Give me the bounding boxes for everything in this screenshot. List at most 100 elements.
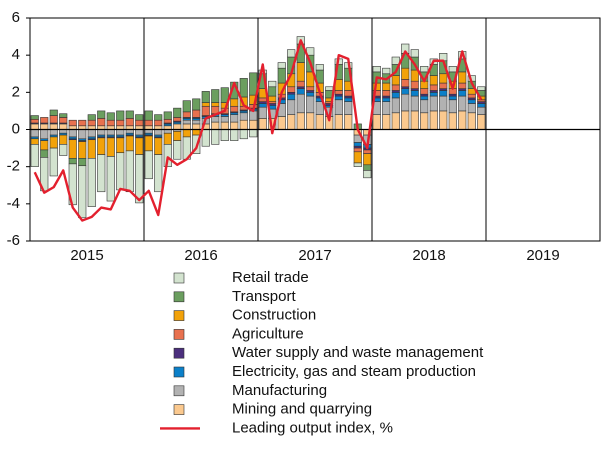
bar-segment bbox=[211, 102, 220, 107]
bar-segment bbox=[249, 119, 258, 130]
bar-segment bbox=[306, 95, 315, 114]
bar-segment bbox=[353, 147, 362, 153]
bar-segment bbox=[477, 106, 486, 115]
bar-segment bbox=[287, 86, 296, 93]
bar-segment bbox=[344, 101, 353, 115]
bar-segment bbox=[230, 98, 239, 107]
legend-label: Transport bbox=[232, 288, 296, 305]
bar-segment bbox=[211, 129, 220, 145]
bar-segment bbox=[391, 75, 400, 86]
bar-segment bbox=[220, 116, 229, 123]
bar-segment bbox=[391, 112, 400, 130]
bar-segment bbox=[97, 137, 106, 155]
bar-segment bbox=[163, 111, 172, 120]
bar-segment bbox=[173, 107, 182, 118]
bar-segment bbox=[30, 115, 39, 120]
bar-segment bbox=[125, 118, 134, 127]
bar-segment bbox=[410, 90, 419, 97]
bar-segment bbox=[201, 102, 210, 107]
bar-segment bbox=[401, 79, 410, 88]
bar-segment bbox=[239, 129, 248, 140]
bar-segment bbox=[391, 56, 400, 65]
bar-segment bbox=[315, 114, 324, 130]
bar-segment bbox=[49, 115, 58, 124]
bar-segment bbox=[125, 135, 134, 152]
bar-segment bbox=[49, 129, 58, 136]
bar-segment bbox=[296, 88, 305, 95]
bar-segment bbox=[467, 99, 476, 104]
y-tick-label: 0 bbox=[12, 120, 20, 137]
bar-segment bbox=[363, 164, 372, 171]
x-tick-label: 2018 bbox=[412, 247, 445, 264]
bar-segment bbox=[135, 154, 144, 204]
bar-segment bbox=[344, 90, 353, 97]
bar-segment bbox=[401, 93, 410, 112]
bar-segment bbox=[239, 78, 248, 98]
bar-segment bbox=[306, 92, 315, 97]
bar-segment bbox=[258, 118, 267, 130]
bar-segment bbox=[477, 103, 486, 108]
legend-label: Water supply and waste management bbox=[232, 344, 484, 361]
bar-segment bbox=[106, 119, 115, 127]
bar-segment bbox=[391, 84, 400, 91]
bar-segment bbox=[420, 112, 429, 130]
bar-segment bbox=[268, 95, 277, 102]
bar-segment bbox=[258, 97, 267, 102]
bar-segment bbox=[49, 147, 58, 177]
bar-segment bbox=[144, 110, 153, 121]
bar-segment bbox=[106, 129, 115, 136]
bar-segment bbox=[116, 119, 125, 127]
bar-segment bbox=[59, 134, 68, 145]
bar-segment bbox=[116, 129, 125, 136]
bar-segment bbox=[344, 114, 353, 130]
bar-segment bbox=[154, 114, 163, 121]
bar-segment bbox=[182, 111, 191, 118]
bar-segment bbox=[287, 49, 296, 58]
bar-segment bbox=[40, 140, 49, 151]
legend-label: Retail trade bbox=[232, 269, 309, 286]
bar-segment bbox=[49, 109, 58, 116]
bar-segment bbox=[182, 100, 191, 113]
bar-segment bbox=[448, 112, 457, 130]
bar-segment bbox=[458, 110, 467, 130]
bar-segment bbox=[68, 158, 77, 165]
bar-segment bbox=[239, 112, 248, 121]
bar-segment bbox=[163, 118, 172, 124]
bar-segment bbox=[382, 82, 391, 91]
legend: Retail trade Transport ConstructionAgricul… bbox=[160, 269, 484, 436]
bar-segment bbox=[59, 113, 68, 118]
legend-swatch bbox=[173, 385, 185, 397]
bar-segment bbox=[315, 64, 324, 71]
bar-segment bbox=[87, 129, 96, 138]
bar-segment bbox=[135, 137, 144, 155]
bar-segment bbox=[78, 141, 87, 159]
bar-segment bbox=[201, 129, 210, 147]
bar-segment bbox=[334, 90, 343, 95]
bar-segment bbox=[192, 129, 201, 136]
bar-segment bbox=[268, 80, 277, 88]
bar-segment bbox=[230, 129, 239, 141]
bar-segment bbox=[239, 119, 248, 130]
bar-segment bbox=[78, 129, 87, 140]
bar-segment bbox=[192, 123, 201, 130]
bar-segment bbox=[154, 154, 163, 193]
bar-segment bbox=[467, 103, 476, 114]
bar-segment bbox=[287, 99, 296, 115]
bar-segment bbox=[97, 110, 106, 119]
legend-swatch bbox=[173, 366, 185, 378]
bar-segment bbox=[401, 88, 410, 95]
bar-segment bbox=[230, 105, 239, 113]
plot-area: -6 -4 -2 0 2 4 6 2015 2016 2017 2018 2019 bbox=[7, 9, 601, 264]
legend-swatch bbox=[173, 310, 185, 321]
bar-segment bbox=[40, 123, 49, 130]
bar-segment bbox=[173, 140, 182, 160]
bar-segment bbox=[182, 119, 191, 125]
bar-segment bbox=[163, 132, 172, 145]
bar-segment bbox=[144, 150, 153, 180]
bar-segment bbox=[30, 123, 39, 130]
bar-segment bbox=[268, 86, 277, 97]
legend-swatch bbox=[173, 272, 185, 284]
bar-segment bbox=[382, 90, 391, 97]
bar-segment bbox=[68, 119, 77, 127]
legend-label: Electricity, gas and steam production bbox=[232, 363, 476, 380]
